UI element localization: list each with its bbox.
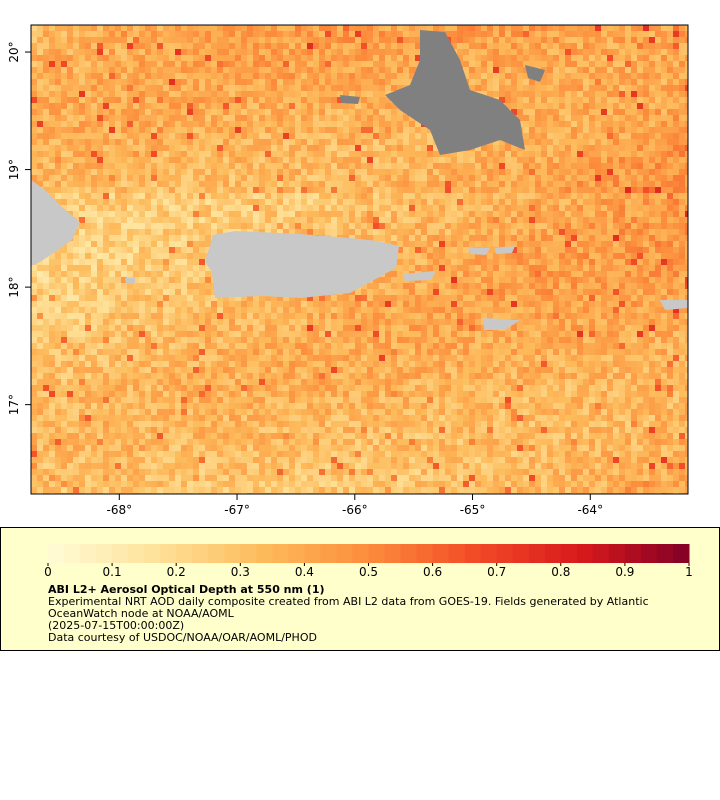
x-tick-label: -67° bbox=[224, 503, 250, 517]
colorbar-tick-label: 1 bbox=[685, 565, 693, 579]
colorbar-swatch bbox=[176, 544, 193, 563]
colorbar-swatch bbox=[208, 544, 225, 563]
colorbar-tick-label: 0.7 bbox=[487, 565, 506, 579]
y-tick-label: 20° bbox=[7, 41, 21, 62]
date: (2025-07-15T00:00:00Z) bbox=[48, 619, 185, 632]
colorbar-swatch bbox=[576, 544, 594, 563]
y-tick-label: 19° bbox=[7, 159, 21, 180]
map-frame bbox=[30, 24, 689, 495]
colorbar-swatch bbox=[288, 544, 305, 563]
x-tick-label: -66° bbox=[342, 503, 368, 517]
colorbar-tick-label: 0.2 bbox=[167, 565, 186, 579]
description: Experimental NRT AOD daily composite cre… bbox=[48, 595, 649, 620]
colorbar-swatch bbox=[672, 544, 690, 563]
colorbar-swatch bbox=[112, 544, 129, 563]
colorbar-swatch bbox=[336, 544, 353, 563]
colorbar-swatch bbox=[384, 544, 402, 563]
colorbar-swatch bbox=[304, 544, 321, 563]
colorbar-swatch bbox=[560, 544, 578, 563]
x-tick-label: -65° bbox=[460, 503, 486, 517]
colorbar-swatch bbox=[256, 544, 273, 563]
land bbox=[205, 231, 399, 298]
colorbar-swatch bbox=[80, 544, 97, 563]
colorbar-swatch bbox=[272, 544, 289, 563]
colorbar-swatch bbox=[544, 544, 562, 563]
colorbar-tick-label: 0.8 bbox=[551, 565, 570, 579]
legend: 0 0.1 0.2 0.3 0.4 0.5 0.6 0.7 0.8 0.9 1 ABI L2+ Ae… bbox=[0, 527, 720, 651]
colorbar-swatch bbox=[512, 544, 530, 563]
cloud-mask bbox=[385, 30, 525, 155]
colorbar-swatch bbox=[144, 544, 161, 563]
legend-text: ABI L2+ Aerosol Optical Depth at 550 nm … bbox=[48, 584, 719, 644]
colorbar-tick-label: 0.9 bbox=[615, 565, 634, 579]
colorbar-swatch bbox=[624, 544, 642, 563]
credit: Data courtesy of USDOC/NOAA/OAR/AOML/PHO… bbox=[48, 631, 317, 644]
colorbar-swatch bbox=[608, 544, 626, 563]
colorbar-swatch bbox=[528, 544, 546, 563]
y-tick-label: 18° bbox=[7, 276, 21, 297]
x-tick-label: -68° bbox=[107, 503, 133, 517]
colorbar: 0 0.1 0.2 0.3 0.4 0.5 0.6 0.7 0.8 0.9 1 bbox=[44, 544, 693, 579]
colorbar-swatch bbox=[352, 544, 369, 563]
colorbar-swatch bbox=[192, 544, 209, 563]
x-tick-label: -64° bbox=[577, 503, 603, 517]
colorbar-swatch bbox=[416, 544, 434, 563]
colorbar-tick-label: 0.1 bbox=[103, 565, 122, 579]
colorbar-swatch bbox=[160, 544, 177, 563]
colorbar-swatch bbox=[128, 544, 145, 563]
colorbar-tick-label: 0.3 bbox=[231, 565, 250, 579]
colorbar-swatch bbox=[480, 544, 498, 563]
colorbar-swatch bbox=[400, 544, 418, 563]
colorbar-swatch bbox=[640, 544, 658, 563]
colorbar-title: ABI L2+ Aerosol Optical Depth at 550 nm … bbox=[48, 583, 325, 596]
land-and-clouds bbox=[31, 30, 688, 330]
colorbar-swatch bbox=[224, 544, 241, 563]
colorbar-tick-label: 0.5 bbox=[359, 565, 378, 579]
colorbar-swatch bbox=[320, 544, 337, 563]
colorbar-swatch bbox=[464, 544, 482, 563]
colorbar-swatch bbox=[592, 544, 610, 563]
colorbar-tick-label: 0 bbox=[44, 565, 52, 579]
land bbox=[31, 180, 80, 266]
colorbar-swatch bbox=[48, 544, 65, 563]
colorbar-swatch bbox=[448, 544, 466, 563]
colorbar-swatch bbox=[496, 544, 514, 563]
colorbar-swatch bbox=[656, 544, 674, 563]
colorbar-tick-label: 0.6 bbox=[423, 565, 442, 579]
y-tick-label: 17° bbox=[7, 394, 21, 415]
colorbar-swatch bbox=[96, 544, 113, 563]
colorbar-swatch bbox=[432, 544, 450, 563]
colorbar-tick-label: 0.4 bbox=[295, 565, 314, 579]
colorbar-swatch bbox=[240, 544, 257, 563]
colorbar-swatch bbox=[64, 544, 81, 563]
map: -68° -67° -66° -65° -64° 17° 18° 19° 20° bbox=[7, 24, 689, 517]
colorbar-swatch bbox=[368, 544, 386, 563]
